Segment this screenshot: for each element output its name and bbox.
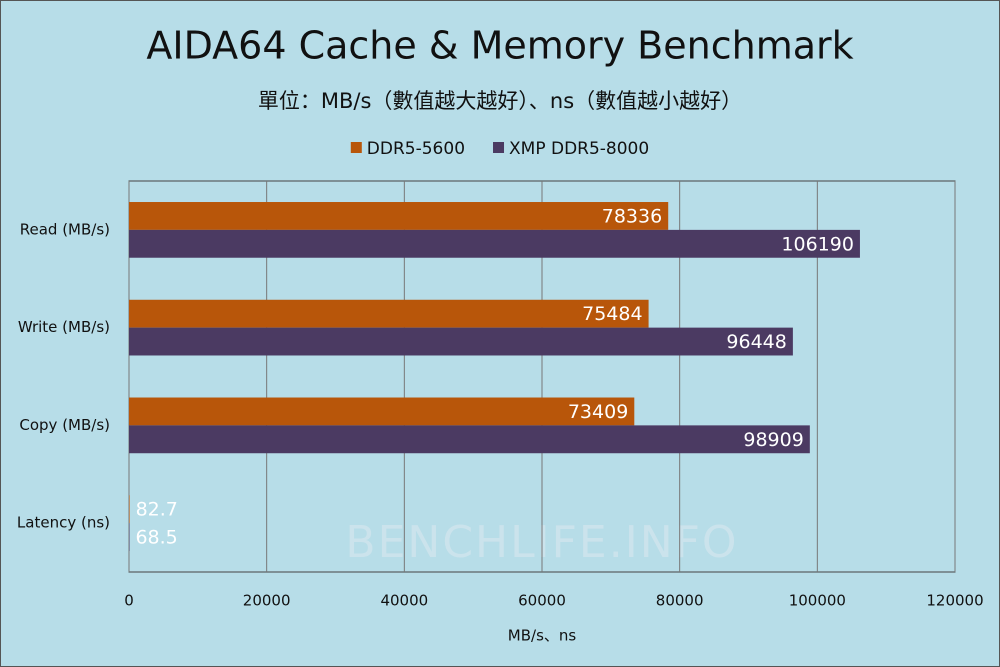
y-tick-label: Copy (MB/s) bbox=[19, 416, 110, 434]
watermark: BENCHLIFE.INFO bbox=[345, 517, 738, 568]
x-tick-label: 120000 bbox=[926, 592, 983, 610]
legend-swatch bbox=[350, 142, 362, 153]
y-tick-label: Write (MB/s) bbox=[18, 318, 110, 336]
legend-swatch bbox=[493, 142, 505, 153]
y-tick-label: Read (MB/s) bbox=[20, 220, 110, 238]
x-axis-label: MB/s、ns bbox=[508, 627, 577, 645]
bar bbox=[129, 202, 669, 230]
value-label: 96448 bbox=[726, 331, 786, 353]
x-tick-label: 60000 bbox=[518, 592, 566, 610]
value-label: 78336 bbox=[602, 205, 662, 227]
chart-subtitle: 單位：MB/s（數值越大越好）、ns（數值越小越好） bbox=[258, 89, 742, 113]
y-tick-label: Latency (ns) bbox=[17, 514, 110, 532]
chart-title: AIDA64 Cache & Memory Benchmark bbox=[146, 24, 853, 68]
value-label: 106190 bbox=[781, 233, 854, 255]
bar bbox=[129, 397, 635, 426]
value-label: 75484 bbox=[582, 303, 642, 325]
x-tick-label: 80000 bbox=[656, 592, 704, 610]
value-label: 98909 bbox=[743, 429, 803, 451]
x-tick-label: 20000 bbox=[243, 592, 291, 610]
x-tick-label: 40000 bbox=[380, 592, 428, 610]
bar bbox=[129, 425, 810, 454]
bar bbox=[129, 495, 130, 524]
value-label: 68.5 bbox=[135, 527, 177, 549]
legend-label: DDR5-5600 bbox=[367, 139, 465, 159]
legend-label: XMP DDR5-8000 bbox=[509, 139, 649, 159]
bar bbox=[129, 299, 649, 328]
x-tick-label: 0 bbox=[124, 592, 134, 610]
value-label: 82.7 bbox=[136, 499, 178, 521]
bar bbox=[129, 327, 793, 356]
value-label: 73409 bbox=[568, 401, 628, 423]
bar bbox=[129, 229, 860, 258]
x-tick-label: 100000 bbox=[789, 592, 846, 610]
